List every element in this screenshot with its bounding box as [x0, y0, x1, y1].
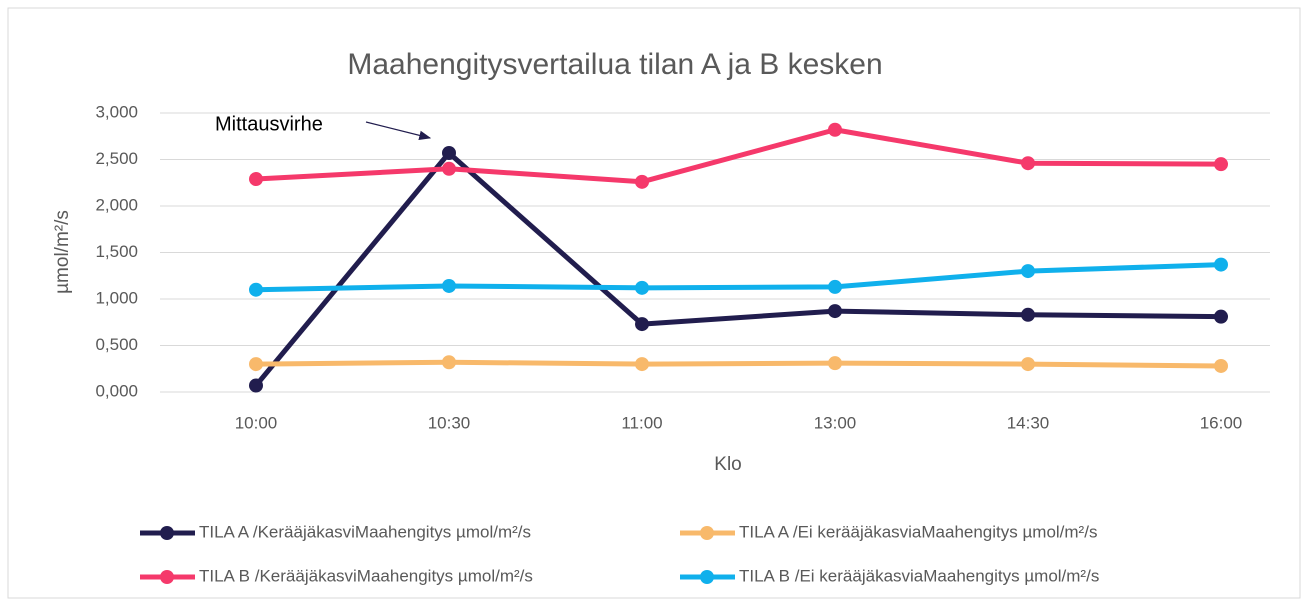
x-tick-label: 10:00: [235, 413, 278, 432]
legend-marker: [700, 526, 714, 540]
legend-marker: [160, 570, 174, 584]
series-line: [255, 127, 1222, 185]
y-axis-label: µmol/m²/s: [52, 210, 73, 294]
data-point: [442, 145, 456, 160]
data-point: [828, 279, 842, 294]
chart-title: Maahengitysvertailua tilan A ja B kesken: [347, 48, 882, 81]
data-point: [442, 355, 456, 370]
series-line: [255, 359, 1222, 369]
legend-label: TILA B /KerääjäkasviMaahengitys µmol/m²/…: [199, 566, 533, 585]
data-point: [635, 174, 649, 189]
legend-marker: [700, 570, 714, 584]
x-tick-label: 10:30: [428, 413, 471, 432]
legend-label: TILA A /KerääjäkasviMaahengitys µmol/m²/…: [199, 522, 531, 541]
x-tick-label: 13:00: [814, 413, 857, 432]
y-tick-label: 2,000: [95, 195, 138, 214]
annotation: Mittausvirhe: [215, 113, 323, 135]
data-point: [442, 161, 456, 176]
data-point: [828, 356, 842, 371]
series-line: [255, 262, 1222, 293]
series-line: [254, 150, 1222, 388]
chart-border: [7, 7, 1301, 599]
legend-marker: [160, 526, 174, 540]
data-point: [1021, 264, 1035, 279]
x-tick-label: 16:00: [1200, 413, 1243, 432]
x-axis-label: Klo: [714, 454, 741, 475]
legend-label: TILA B /Ei kerääjäkasviaMaahengitys µmol…: [739, 566, 1099, 585]
data-point: [249, 378, 263, 393]
data-point: [249, 172, 263, 187]
data-point: [1214, 257, 1228, 272]
legend-label: TILA A /Ei kerääjäkasviaMaahengitys µmol…: [739, 522, 1097, 541]
x-tick-label: 14:30: [1007, 413, 1050, 432]
data-point: [249, 357, 263, 372]
x-tick-label: 11:00: [621, 413, 662, 432]
data-point: [1021, 307, 1035, 322]
y-tick-label: 0,500: [95, 335, 138, 354]
y-tick-label: 0,000: [95, 381, 138, 400]
data-point: [635, 317, 649, 332]
data-point: [1214, 157, 1228, 172]
data-point: [1021, 156, 1035, 171]
data-point: [635, 357, 649, 372]
data-point: [1021, 357, 1035, 372]
data-point: [635, 280, 649, 295]
data-point: [442, 278, 456, 293]
data-point: [828, 122, 842, 137]
data-point: [1214, 358, 1228, 373]
y-tick-label: 3,000: [95, 102, 138, 121]
y-tick-label: 1,000: [95, 288, 138, 307]
data-point: [1214, 309, 1228, 324]
y-tick-label: 1,500: [95, 242, 138, 261]
annotation-arrow: [365, 121, 432, 141]
y-tick-label: 2,500: [95, 149, 138, 168]
data-point: [249, 282, 263, 297]
data-point: [828, 304, 842, 319]
